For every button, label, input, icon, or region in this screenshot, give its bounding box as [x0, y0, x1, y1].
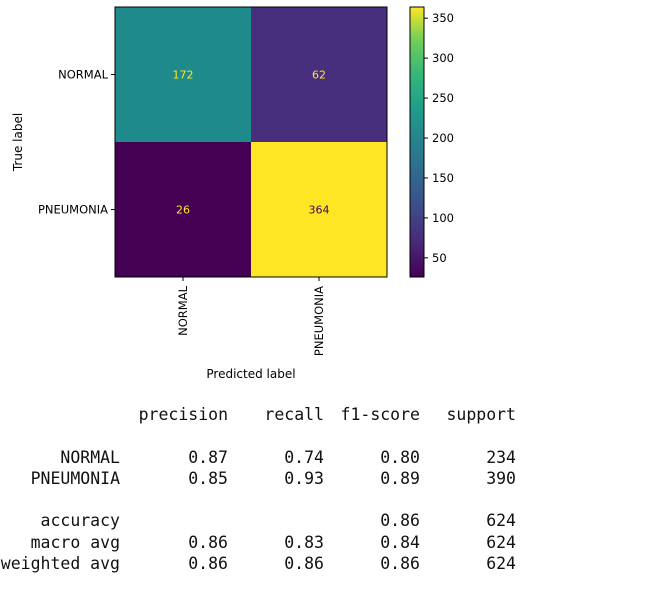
recall-value: 0.86 — [284, 554, 324, 573]
colorbar-tick-label: 50 — [432, 251, 447, 265]
header-support: support — [446, 405, 516, 424]
cell-value-label: 172 — [173, 69, 194, 82]
y-tick-label: NORMAL — [58, 68, 108, 82]
heatmap-cell — [251, 7, 387, 142]
f1-value: 0.86 — [380, 554, 420, 573]
report-row-normal: NORMAL 0.87 0.74 0.80 234 — [0, 448, 600, 468]
cell-value-label: 62 — [312, 69, 326, 82]
y-tick-label: PNEUMONIA — [38, 203, 108, 217]
heatmap-cell — [115, 7, 251, 142]
header-precision: precision — [138, 405, 228, 424]
precision-value: 0.86 — [188, 554, 228, 573]
row-label: accuracy — [40, 511, 120, 530]
colorbar-tick-label: 250 — [432, 91, 454, 105]
header-f1-score: f1-score — [340, 405, 420, 424]
heatmap-cell — [115, 142, 251, 277]
colorbar-tick-label: 350 — [432, 11, 454, 25]
support-value: 390 — [486, 469, 516, 488]
f1-value: 0.86 — [380, 511, 420, 530]
recall-value: 0.83 — [284, 533, 324, 552]
report-header-row: precision recall f1-score support — [0, 405, 600, 425]
precision-value: 0.87 — [188, 448, 228, 467]
row-label: NORMAL — [60, 448, 120, 467]
row-label: PNEUMONIA — [30, 469, 120, 488]
support-value: 624 — [486, 533, 516, 552]
colorbar-tick-label: 200 — [432, 131, 454, 145]
support-value: 624 — [486, 554, 516, 573]
support-value: 234 — [486, 448, 516, 467]
plot-frame — [114, 6, 388, 278]
colorbar — [409, 6, 425, 278]
x-axis-label: Predicted label — [206, 367, 295, 381]
colorbar-ticks: 50 100 150 200 250 300 350 — [424, 11, 454, 265]
colorbar-tick-label: 150 — [432, 171, 454, 185]
y-axis-label: True label — [11, 113, 25, 172]
row-label: weighted avg — [0, 554, 120, 573]
report-row-pneumonia: PNEUMONIA 0.85 0.93 0.89 390 — [0, 469, 600, 489]
f1-value: 0.84 — [380, 533, 420, 552]
recall-value: 0.93 — [284, 469, 324, 488]
colorbar-tick-label: 100 — [432, 211, 454, 225]
confusion-matrix-chart: 172 62 26 364 NORMAL PNEUMONIA NORMAL PNEUMONI… — [11, 6, 454, 381]
heatmap-cell — [251, 142, 387, 277]
axis-ticks: NORMAL PNEUMONIA NORMAL PNEUMONIA — [38, 68, 326, 357]
colorbar-tick-label: 300 — [432, 51, 454, 65]
report-row-accuracy: accuracy 0.86 624 — [0, 511, 600, 531]
support-value: 624 — [486, 511, 516, 530]
precision-value: 0.85 — [188, 469, 228, 488]
recall-value: 0.74 — [284, 448, 324, 467]
header-recall: recall — [264, 405, 324, 424]
x-tick-label: PNEUMONIA — [312, 286, 326, 356]
x-tick-label: NORMAL — [176, 285, 190, 335]
f1-value: 0.89 — [380, 469, 420, 488]
heatmap-cells: 172 62 26 364 — [115, 7, 387, 277]
report-row-weighted-avg: weighted avg 0.86 0.86 0.86 624 — [0, 554, 600, 574]
row-label: macro avg — [30, 533, 120, 552]
report-row-macro-avg: macro avg 0.86 0.83 0.84 624 — [0, 533, 600, 553]
f1-value: 0.80 — [380, 448, 420, 467]
precision-value: 0.86 — [188, 533, 228, 552]
cell-value-label: 26 — [176, 204, 190, 217]
cell-value-label: 364 — [309, 204, 330, 217]
